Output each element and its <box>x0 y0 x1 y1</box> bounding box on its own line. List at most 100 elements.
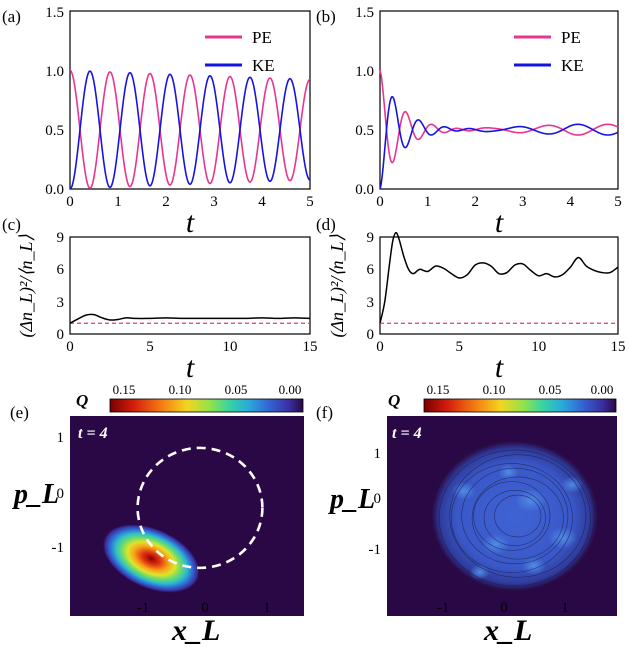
panel-a-frame <box>69 10 311 190</box>
panel-b-xtick: 4 <box>567 194 575 210</box>
panel-d: (d) 0 3 6 9 0 5 10 15 t (Δn_L)²/⟨n_L⟩ <box>316 215 626 384</box>
panel-b-frame <box>379 10 619 190</box>
series-line <box>379 231 619 324</box>
panel-e-xtick: 1 <box>263 600 271 616</box>
panel-f-ytick: -1 <box>369 542 382 558</box>
panel-f-xlabel-text: x_L <box>483 614 532 647</box>
panel-c-xlabel: t <box>186 351 195 384</box>
fluctuation-spot <box>521 557 546 575</box>
panel-b-yticks: 0.0 0.5 1.0 1.5 <box>355 5 374 198</box>
contour-lines <box>428 440 596 592</box>
panel-a: (a) 0.0 0.5 1.0 1.5 0 1 2 3 4 5 t PE KE <box>2 5 314 239</box>
panel-c-xticks: 0 5 10 15 <box>66 339 317 355</box>
panel-c: (c) 0 3 6 9 0 5 10 15 t (Δn_L)²/⟨n_L⟩ <box>2 215 318 384</box>
panel-e: (e) Q 0.15 0.10 0.05 0.00 t = 4 1 0 -1 -… <box>10 382 304 647</box>
panel-f-colorbar <box>423 398 617 413</box>
panel-a-xtick: 1 <box>114 194 122 210</box>
panel-f-time-label: t = 4 <box>392 425 422 442</box>
fluctuation-spot <box>547 526 578 550</box>
panel-d-ytick: 0 <box>367 327 375 343</box>
panel-e-ytick: 0 <box>57 486 65 502</box>
panel-b-ytick: 0.0 <box>355 182 374 198</box>
panel-c-xtick: 10 <box>223 339 238 355</box>
panel-e-heatmap <box>102 446 264 594</box>
panel-a-xlabel: t <box>186 206 195 239</box>
panel-b: (b) 0.0 0.5 1.0 1.5 0 1 2 3 4 5 t PE KE <box>316 5 622 239</box>
panel-d-xtick: 10 <box>531 339 546 355</box>
panel-c-xtick: 0 <box>66 339 74 355</box>
panel-d-ytick: 6 <box>367 262 375 278</box>
panel-f-label: (f) <box>316 403 333 422</box>
panel-e-colorbar-label: Q <box>76 391 88 410</box>
panel-a-ytick: 1.0 <box>45 64 64 80</box>
panel-b-xtick: 1 <box>424 194 432 210</box>
panel-f-xlabel: x_L <box>483 614 532 647</box>
panel-b-ytick: 0.5 <box>355 123 374 139</box>
panel-f-ylabel: p_L <box>328 484 375 515</box>
colorbar-tick: 0.05 <box>539 382 562 397</box>
panel-d-ytick: 9 <box>367 230 375 246</box>
panel-b-xlabel: t <box>495 206 504 239</box>
panel-c-yticks: 0 3 6 9 <box>57 230 65 343</box>
panel-b-ytick: 1.0 <box>355 64 374 80</box>
panel-a-label: (a) <box>2 7 21 26</box>
panel-a-xtick: 2 <box>162 194 170 210</box>
panel-a-legend: PE KE <box>205 28 275 75</box>
colorbar-tick: 0.15 <box>427 382 450 397</box>
colorbar-tick: 0.00 <box>279 382 302 397</box>
panel-e-ylabel: p_L <box>12 479 59 510</box>
panel-e-colorbar-ticks: 0.15 0.10 0.05 0.00 <box>113 382 302 397</box>
panel-f-xtick: 0 <box>500 600 508 616</box>
panel-d-label: (d) <box>316 215 336 234</box>
panel-e-xlabel-text: x_L <box>171 614 220 647</box>
series-line <box>69 313 311 324</box>
panel-b-ytick: 1.5 <box>355 5 374 21</box>
panel-d-frame <box>379 236 619 335</box>
panel-d-ytick: 3 <box>367 295 375 311</box>
series-line-ke <box>379 95 619 190</box>
panel-c-ytick: 9 <box>57 230 65 246</box>
panel-c-xtick: 5 <box>146 339 154 355</box>
panel-f-xtick: -1 <box>437 600 450 616</box>
panel-d-xtick: 5 <box>456 339 464 355</box>
fluctuation-spot <box>514 488 547 513</box>
panel-e-colorbar <box>109 398 304 413</box>
panel-c-ytick: 6 <box>57 262 65 278</box>
panel-c-ytick: 3 <box>57 295 65 311</box>
panel-e-ytick: -1 <box>52 540 65 556</box>
panel-b-label: (b) <box>316 7 336 26</box>
panel-f-colorbar-label: Q <box>388 391 400 410</box>
colorbar-tick: 0.05 <box>225 382 248 397</box>
panel-a-ytick: 0.5 <box>45 123 64 139</box>
legend-label-ke: KE <box>561 56 584 75</box>
panel-d-xlabel: t <box>495 351 504 384</box>
panel-f-xticks: -1 0 1 <box>437 600 569 616</box>
panel-c-xtick: 15 <box>303 339 318 355</box>
panel-d-ylabel: (Δn_L)²/⟨n_L⟩ <box>327 234 348 337</box>
series-line-ke <box>69 70 311 190</box>
panel-e-time-label: t = 4 <box>78 425 108 442</box>
panel-b-xtick: 2 <box>471 194 479 210</box>
colorbar-tick: 0.15 <box>113 382 136 397</box>
dashed-circle <box>136 446 264 570</box>
panel-e-label: (e) <box>10 403 29 422</box>
panel-a-xtick: 5 <box>306 194 314 210</box>
series-line-pe <box>69 69 311 189</box>
colorbar-tick: 0.10 <box>483 382 506 397</box>
legend-label-ke: KE <box>252 56 275 75</box>
panel-a-xtick: 0 <box>66 194 74 210</box>
panel-e-ytick: 1 <box>57 430 65 446</box>
contour-line <box>428 440 596 592</box>
series-line-pe <box>379 70 619 164</box>
colorbar-tick: 0.00 <box>591 382 614 397</box>
panel-e-xtick: 0 <box>201 600 209 616</box>
panel-f-yticks: 1 0 -1 <box>369 446 382 558</box>
panel-d-xtick: 0 <box>376 339 384 355</box>
contour-line <box>438 449 591 587</box>
panel-f-ytick: 1 <box>374 446 382 462</box>
panel-a-xtick: 4 <box>258 194 266 210</box>
panel-a-xticks: 0 1 2 3 4 5 <box>66 194 314 210</box>
contour-line <box>494 494 542 538</box>
panel-b-legend: PE KE <box>514 28 584 75</box>
